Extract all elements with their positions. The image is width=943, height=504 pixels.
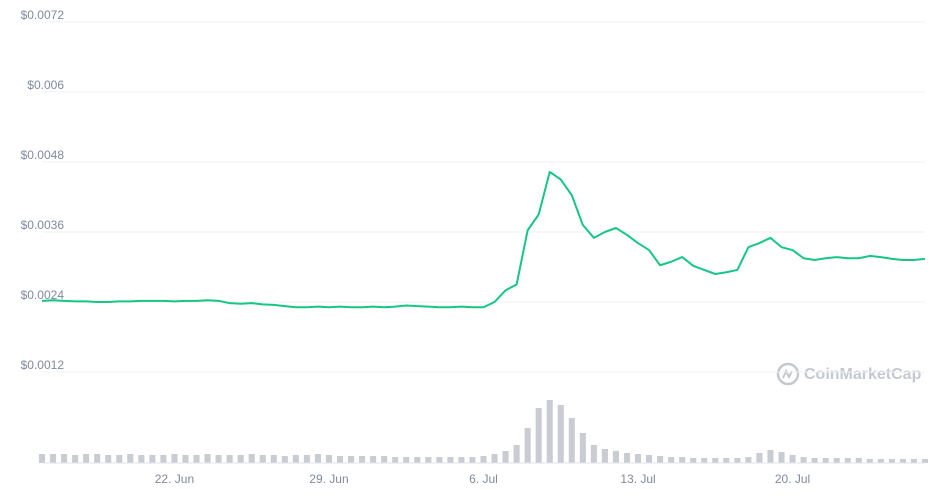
volume-bar — [866, 459, 873, 463]
volume-bar — [149, 455, 156, 463]
volume-bar — [723, 458, 730, 463]
volume-bar — [392, 457, 399, 463]
volume-bar — [314, 454, 321, 463]
volume-bar — [94, 454, 101, 463]
volume-bar — [83, 454, 90, 463]
volume-bar — [237, 455, 244, 463]
volume-bar — [690, 458, 697, 463]
volume-bar — [811, 458, 818, 463]
y-tick-label: $0.0024 — [21, 288, 65, 302]
volume-bar — [72, 455, 79, 463]
y-tick-label: $0.0036 — [21, 218, 65, 232]
volume-bar — [833, 458, 840, 463]
volume-bar — [403, 457, 410, 463]
plot: $0.0012 $0.0024 $0.0036 $0.0048 $0.006 $0.007… — [21, 8, 929, 486]
volume-bar — [248, 454, 255, 463]
volume-bar — [877, 459, 884, 463]
volume-bar — [381, 456, 388, 463]
volume-bar — [668, 457, 675, 463]
volume-bar — [138, 455, 145, 463]
volume-bar — [370, 456, 377, 463]
volume-bar — [767, 450, 774, 463]
volume-bar — [116, 455, 123, 463]
y-tick-label: $0.0048 — [21, 148, 65, 162]
volume-bar — [348, 456, 355, 463]
volume-bar — [50, 454, 57, 463]
y-tick-label: $0.0012 — [21, 358, 65, 372]
volume-bar — [127, 454, 134, 463]
volume-bar — [491, 454, 498, 463]
volume-bar — [888, 459, 895, 463]
volume-bar — [612, 451, 619, 463]
volume-bar — [778, 452, 785, 463]
volume-bar — [226, 455, 233, 463]
x-tick-label: 20. Jul — [775, 472, 810, 486]
volume-bar — [601, 449, 608, 463]
volume-bar — [855, 458, 862, 463]
volume-bar — [61, 454, 68, 463]
volume-bar — [359, 456, 366, 463]
y-tick-label: $0.006 — [27, 78, 64, 92]
volume-bar — [193, 455, 200, 463]
volume-bar — [822, 458, 829, 463]
price-line — [41, 170, 926, 309]
volume-bar — [38, 454, 46, 463]
volume-bar — [789, 455, 796, 463]
volume-bar — [336, 456, 344, 463]
volume-bar — [303, 455, 310, 463]
volume-bar — [899, 459, 906, 463]
volume-bar — [513, 445, 520, 463]
volume-bar — [160, 455, 167, 463]
volume-bar — [204, 454, 211, 463]
volume-bar — [425, 457, 432, 463]
volume-bar — [458, 457, 465, 463]
volume-bar — [215, 455, 222, 463]
volume-bar — [502, 451, 509, 463]
volume-bar — [436, 457, 443, 463]
volume-bar — [270, 455, 277, 463]
volume-bar — [701, 458, 708, 463]
x-tick-label: 13. Jul — [620, 472, 655, 486]
volume-bar — [734, 458, 741, 463]
volume-bar — [646, 455, 653, 463]
volume-bar — [844, 458, 851, 463]
volume-bar — [480, 456, 487, 463]
volume-bar — [623, 453, 631, 463]
volume-bar — [568, 418, 575, 463]
volume-bar — [469, 457, 476, 463]
volume-bar — [524, 428, 531, 463]
volume-bar — [325, 455, 333, 463]
volume-bar — [712, 458, 719, 463]
y-tick-label: $0.0072 — [21, 8, 65, 22]
volume-bar — [447, 457, 454, 463]
volume-bar — [921, 459, 929, 463]
volume-bar — [171, 454, 178, 463]
volume-bar — [756, 453, 763, 463]
volume-bar — [281, 456, 288, 463]
volume-bar — [105, 455, 112, 463]
volume-bar — [259, 455, 266, 463]
volume-bar — [679, 457, 686, 463]
volume-bar — [292, 455, 299, 463]
volume-bar — [557, 405, 564, 463]
volume-bar — [634, 454, 642, 463]
x-tick-label: 6. Jul — [469, 472, 498, 486]
x-tick-label: 29. Jun — [309, 472, 348, 486]
volume-bar — [745, 457, 752, 463]
volume-bar — [546, 400, 553, 463]
volume-bar — [910, 459, 917, 463]
volume-bar — [579, 433, 586, 463]
watermark: CoinMarketCap — [804, 366, 922, 383]
x-tick-label: 22. Jun — [155, 472, 194, 486]
volume-bar — [182, 455, 189, 463]
volume-bar — [800, 457, 807, 463]
watermark-logo — [776, 362, 800, 386]
volume-bar — [535, 408, 542, 463]
volume-bar — [657, 456, 664, 463]
volume-bar — [414, 457, 421, 463]
volume-bar — [590, 445, 597, 463]
